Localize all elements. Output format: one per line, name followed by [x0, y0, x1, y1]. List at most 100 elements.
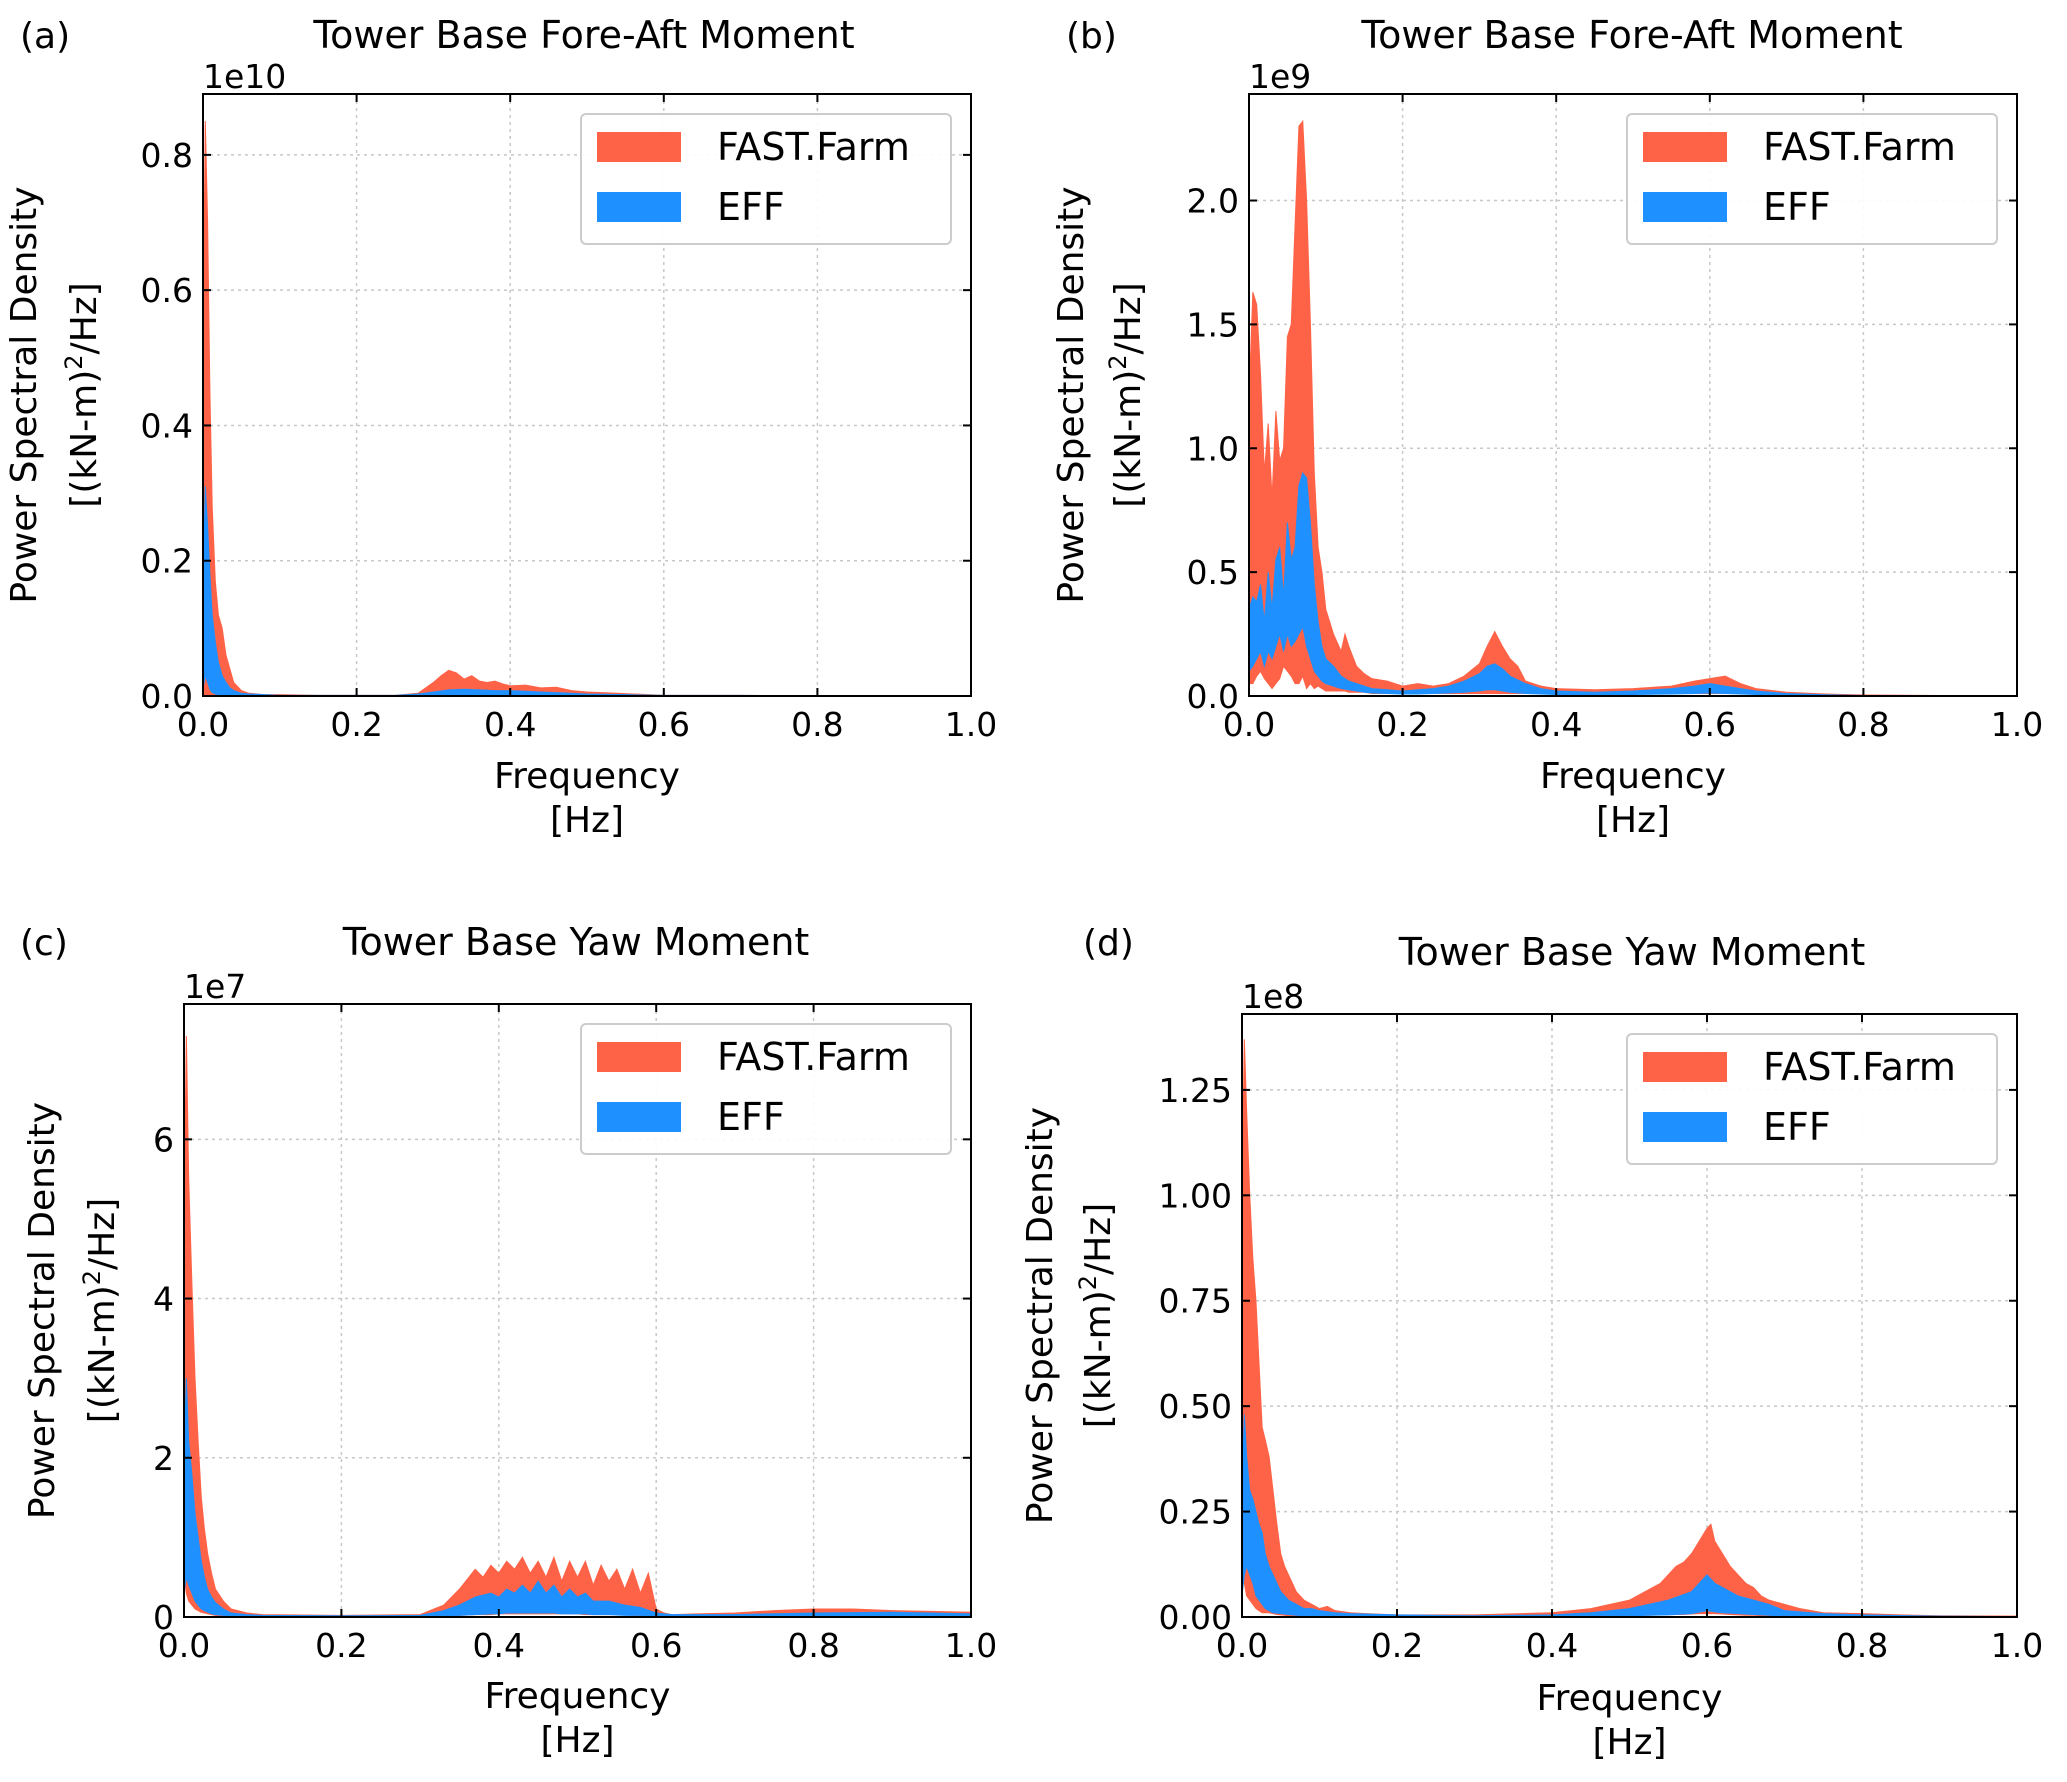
x-axis-unit: [Hz] [1596, 800, 1670, 841]
x-tick-label: 0.6 [630, 1626, 682, 1665]
series-area-eff [203, 486, 971, 696]
y-axis-unit-base: [(kN-m) [82, 1285, 123, 1423]
series-area-fast-farm [1249, 119, 2017, 696]
y-axis-unit-base: [(kN-m) [1108, 370, 1149, 508]
y-tick-label: 2 [153, 1439, 174, 1478]
y-tick-label: 0.0 [1187, 677, 1239, 716]
y-axis-unit-tail: /Hz] [82, 1198, 123, 1270]
y-axis-title: Power Spectral Density [4, 186, 45, 603]
y-axis-unit-base: [(kN-m) [1078, 1290, 1119, 1428]
x-tick-label: 0.4 [1530, 705, 1582, 744]
panel-label: (b) [1066, 16, 1117, 57]
x-axis-unit: [Hz] [540, 1720, 614, 1761]
data-areas [1249, 119, 2017, 696]
chart-panel-a: 0.0 0.2 0.4 0.6 0.8 1.0 0.0 0.2 0.4 0.6 0.8 1e10 Tow… [4, 13, 997, 841]
x-tick-label: 0.2 [315, 1626, 367, 1665]
plot-frame [183, 1003, 972, 1618]
x-axis-title: Frequency [485, 1676, 671, 1717]
y-axis-unit: [(kN-m)2/Hz] [1074, 1203, 1119, 1428]
y-tick-label: 0.50 [1159, 1387, 1232, 1426]
plot-frame [202, 93, 972, 697]
x-axis-title: Frequency [1537, 1678, 1723, 1719]
legend-label: EFF [1763, 185, 1831, 229]
legend-swatch [1643, 192, 1727, 222]
y-tick-label: 4 [153, 1280, 174, 1319]
y-axis-title: Power Spectral Density [1020, 1107, 1061, 1524]
legend-label: FAST.Farm [717, 1035, 910, 1079]
plot-frame [1248, 93, 2018, 697]
y-tick-label: 1.00 [1159, 1176, 1232, 1215]
legend: FAST.Farm EFF [1626, 1033, 1998, 1165]
legend-swatch [597, 1042, 681, 1072]
chart-panel-b: 0.0 0.2 0.4 0.6 0.8 1.0 0.0 0.5 1.0 1.5 2.0 1e9 Towe… [1051, 13, 2043, 841]
x-tick-label: 0.4 [473, 1626, 525, 1665]
x-axis-title: Frequency [1540, 756, 1726, 797]
y-tick-label: 1.25 [1159, 1071, 1232, 1110]
legend-label: FAST.Farm [1763, 125, 1956, 169]
y-tick-label: 2.0 [1187, 182, 1239, 221]
chart-title: Tower Base Fore-Aft Moment [1360, 13, 1902, 57]
y-tick-label: 0.8 [141, 136, 193, 175]
y-tick-label: 0.4 [141, 406, 193, 445]
x-tick-label: 1.0 [1991, 1626, 2043, 1665]
x-tick-label: 0.2 [1371, 1626, 1423, 1665]
y-axis-unit-tail: /Hz] [1078, 1203, 1119, 1275]
x-tick-label: 0.0 [158, 1626, 210, 1665]
plot-frame [1241, 1013, 2018, 1618]
axis-offset-label: 1e10 [203, 57, 286, 96]
panel-label: (d) [1083, 923, 1134, 964]
y-axis-title: Power Spectral Density [1051, 186, 1092, 603]
series-area-eff [1249, 471, 2017, 696]
x-tick-label: 0.2 [1376, 705, 1428, 744]
y-axis-title: Power Spectral Density [22, 1102, 63, 1519]
x-tick-label: 0.6 [1681, 1626, 1733, 1665]
x-tick-label: 1.0 [945, 705, 997, 744]
legend-swatch [1643, 132, 1727, 162]
legend: FAST.Farm EFF [1626, 113, 1998, 245]
axis-offset-label: 1e8 [1242, 977, 1304, 1016]
legend-label: EFF [1763, 1105, 1831, 1149]
axis-offset-label: 1e7 [184, 967, 246, 1006]
chart-title: Tower Base Fore-Aft Moment [312, 13, 854, 57]
legend: FAST.Farm EFF [580, 113, 952, 245]
y-tick-label: 0.6 [141, 271, 193, 310]
x-tick-label: 0.6 [638, 705, 690, 744]
x-tick-label: 1.0 [945, 1626, 997, 1665]
chart-title: Tower Base Yaw Moment [342, 920, 810, 964]
x-tick-label: 1.0 [1991, 705, 2043, 744]
y-axis-unit-superscript: 2 [78, 1270, 106, 1285]
y-tick-label: 0.75 [1159, 1282, 1232, 1321]
x-tick-label: 0.8 [787, 1626, 839, 1665]
axis-offset-label: 1e9 [1249, 57, 1311, 96]
x-tick-label: 0.8 [791, 705, 843, 744]
y-tick-label: 1.5 [1187, 305, 1239, 344]
x-tick-label: 0.0 [1216, 1626, 1268, 1665]
x-tick-label: 0.2 [330, 705, 382, 744]
legend-swatch [1643, 1052, 1727, 1082]
x-axis-title: Frequency [494, 756, 680, 797]
chart-title: Tower Base Yaw Moment [1398, 930, 1866, 974]
legend-label: EFF [717, 185, 785, 229]
chart-panel-d: 0.0 0.2 0.4 0.6 0.8 1.0 0.00 0.25 0.50 0.75 1.00 1.… [1020, 923, 2043, 1763]
y-axis-unit: [(kN-m)2/Hz] [1104, 282, 1149, 507]
x-axis-unit: [Hz] [1592, 1722, 1666, 1763]
x-tick-label: 0.0 [177, 705, 229, 744]
chart-panel-c: 0.0 0.2 0.4 0.6 0.8 1.0 0 2 4 6 1e7 Tower Base Yaw … [20, 920, 997, 1761]
y-axis-unit: [(kN-m)2/Hz] [60, 282, 105, 507]
legend-label: EFF [717, 1095, 785, 1139]
legend-swatch [597, 132, 681, 162]
x-axis-unit: [Hz] [550, 800, 624, 841]
series-area-eff [1242, 1414, 2017, 1617]
y-tick-label: 0 [153, 1598, 174, 1637]
x-tick-label: 0.6 [1684, 705, 1736, 744]
y-tick-label: 1.0 [1187, 429, 1239, 468]
y-axis-unit-tail: /Hz] [1108, 282, 1149, 354]
y-tick-label: 0.0 [141, 677, 193, 716]
x-tick-label: 0.4 [1526, 1626, 1578, 1665]
x-tick-label: 0.8 [1837, 705, 1889, 744]
x-tick-label: 0.0 [1223, 705, 1275, 744]
x-tick-label: 0.8 [1836, 1626, 1888, 1665]
legend-label: FAST.Farm [717, 125, 910, 169]
